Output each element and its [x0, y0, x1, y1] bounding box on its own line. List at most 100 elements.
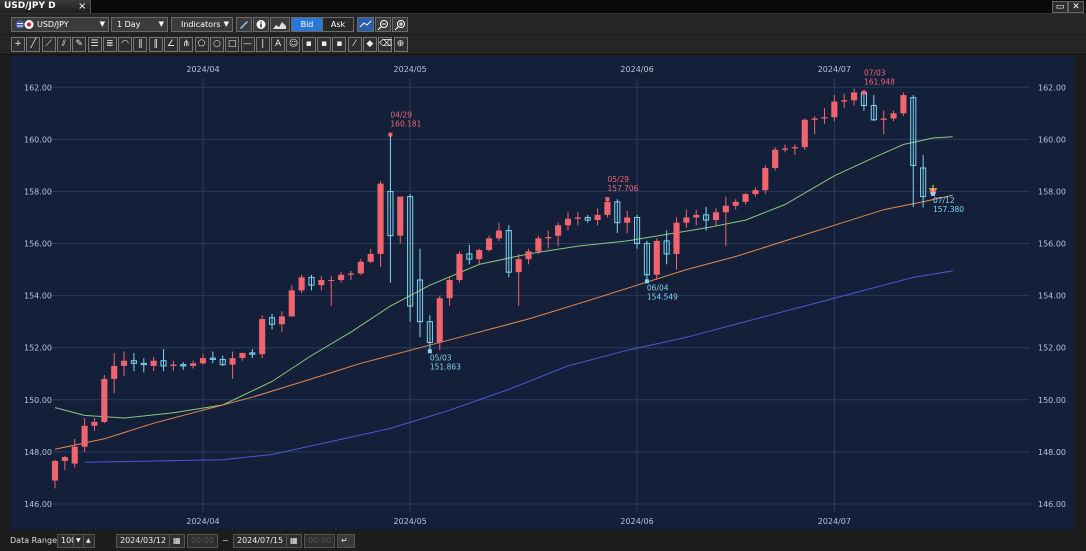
zoom-out-icon[interactable] — [375, 17, 391, 32]
tool-c-icon[interactable]: ▪ — [332, 37, 347, 52]
candle-body[interactable] — [900, 95, 907, 114]
candle-body[interactable] — [920, 167, 927, 198]
candle-body[interactable] — [347, 273, 355, 275]
candle-body[interactable] — [278, 316, 285, 325]
candle-body[interactable] — [841, 100, 848, 102]
ruler-icon[interactable]: ⁄ — [347, 37, 362, 52]
candle-body[interactable] — [781, 148, 789, 150]
candle-body[interactable] — [416, 279, 424, 323]
candle-body[interactable] — [219, 358, 226, 366]
candle-body[interactable] — [545, 237, 552, 239]
candle-body[interactable] — [446, 279, 453, 299]
candle-body[interactable] — [772, 149, 779, 168]
candle-body[interactable] — [890, 113, 897, 119]
candle-body[interactable] — [387, 190, 394, 237]
pencil-icon[interactable]: ✎ — [72, 37, 87, 52]
fib-lines-icon[interactable]: ≣ — [102, 37, 117, 52]
candle-body[interactable] — [831, 101, 838, 118]
candle-body[interactable] — [515, 259, 522, 273]
candle-body[interactable] — [663, 240, 670, 255]
candle-body[interactable] — [643, 243, 650, 276]
ask-button[interactable]: Ask — [322, 17, 354, 32]
circle-icon[interactable]: ○ — [209, 37, 224, 52]
zoom-in-icon[interactable] — [392, 17, 408, 32]
candle-body[interactable] — [249, 352, 256, 355]
candle-body[interactable] — [495, 230, 502, 239]
candle-body[interactable] — [791, 147, 798, 149]
calendar-icon[interactable]: ▦ — [286, 534, 302, 548]
pentagon-icon[interactable]: ⬠ — [194, 37, 209, 52]
hlines-icon[interactable]: ☰ — [87, 37, 102, 52]
eraser-icon[interactable]: ⌫ — [378, 37, 393, 52]
candle-body[interactable] — [180, 364, 187, 367]
restore-icon[interactable]: ▭ — [1052, 1, 1068, 13]
range-up-icon[interactable]: ▲ — [83, 534, 95, 548]
candle-body[interactable] — [367, 253, 374, 262]
candle-body[interactable] — [693, 214, 700, 218]
candle-body[interactable] — [466, 253, 473, 260]
candle-body[interactable] — [703, 214, 710, 221]
candle-body[interactable] — [880, 118, 887, 120]
ray-icon[interactable]: ⟋ — [41, 37, 56, 52]
candle-body[interactable] — [328, 279, 335, 281]
to-date-input[interactable]: 2024/07/15 — [233, 534, 288, 548]
candle-body[interactable] — [456, 253, 463, 280]
candle-body[interactable] — [742, 194, 749, 202]
candle-body[interactable] — [229, 358, 236, 365]
rectangle-icon[interactable]: □ — [225, 37, 240, 52]
candle-body[interactable] — [199, 358, 207, 364]
candle-body[interactable] — [732, 201, 739, 206]
candle-body[interactable] — [209, 357, 216, 360]
candle-body[interactable] — [564, 218, 572, 226]
candle-body[interactable] — [160, 360, 167, 367]
candle-body[interactable] — [239, 352, 246, 359]
fan-icon[interactable]: ∠ — [164, 37, 178, 52]
symbol-select[interactable]: USD/JPY ▼ — [11, 17, 109, 32]
from-time-input[interactable]: 00:00 — [187, 534, 219, 548]
line-icon[interactable]: ╱ — [26, 37, 41, 52]
parallel-icon[interactable]: ⫽ — [56, 37, 71, 52]
apply-range-icon[interactable]: ↵ — [337, 534, 355, 548]
text-icon[interactable]: A — [271, 37, 286, 52]
candle-body[interactable] — [130, 360, 137, 364]
candle-body[interactable] — [120, 360, 128, 366]
timeframe-select[interactable]: 1 Day ▼ — [111, 17, 168, 32]
tool-b-icon[interactable]: ▪ — [317, 37, 331, 52]
indicators-select[interactable]: Indicators ▼ — [171, 17, 233, 32]
candle-body[interactable] — [614, 201, 621, 224]
candle-body[interactable] — [338, 274, 345, 280]
candle-body[interactable] — [722, 205, 729, 213]
candle-body[interactable] — [150, 360, 157, 366]
candle-body[interactable] — [140, 362, 147, 366]
tool-a-icon[interactable]: ▪ — [301, 37, 316, 52]
candle-body[interactable] — [61, 457, 68, 461]
price-chart[interactable]: 146.00 146.00 148.00 148.00 150.00 150.00 152.… — [10, 56, 1075, 530]
candle-body[interactable] — [910, 97, 917, 166]
to-time-input[interactable]: 00:00 — [304, 534, 336, 548]
candle-body[interactable] — [51, 460, 59, 481]
channel-icon[interactable]: ∥ — [133, 37, 148, 52]
candle-body[interactable] — [81, 425, 88, 447]
candle-body[interactable] — [170, 364, 177, 366]
vline-icon[interactable]: | — [255, 37, 270, 52]
calendar-icon[interactable]: ▦ — [169, 534, 185, 548]
candle-body[interactable] — [111, 365, 118, 379]
fib-arc-icon[interactable]: ◠ — [118, 37, 133, 52]
chart-type-icon[interactable] — [270, 17, 290, 32]
candle-body[interactable] — [476, 250, 483, 260]
candle-body[interactable] — [801, 119, 808, 148]
candle-body[interactable] — [91, 421, 98, 426]
candle-body[interactable] — [288, 290, 295, 317]
stamp-icon[interactable]: ☺ — [286, 37, 301, 52]
crosshair-icon[interactable]: + — [11, 37, 25, 52]
candle-body[interactable] — [407, 196, 414, 307]
tab-close-icon[interactable]: × — [78, 1, 87, 12]
candle-body[interactable] — [259, 319, 266, 355]
candle-body[interactable] — [426, 321, 433, 343]
candle-body[interactable] — [308, 276, 315, 286]
candle-body[interactable] — [436, 298, 443, 343]
candle-body[interactable] — [190, 363, 197, 366]
tag-icon[interactable]: ◆ — [362, 37, 377, 52]
candle-body[interactable] — [397, 196, 404, 236]
chart-tab[interactable]: USD/JPY D × — [0, 0, 91, 13]
